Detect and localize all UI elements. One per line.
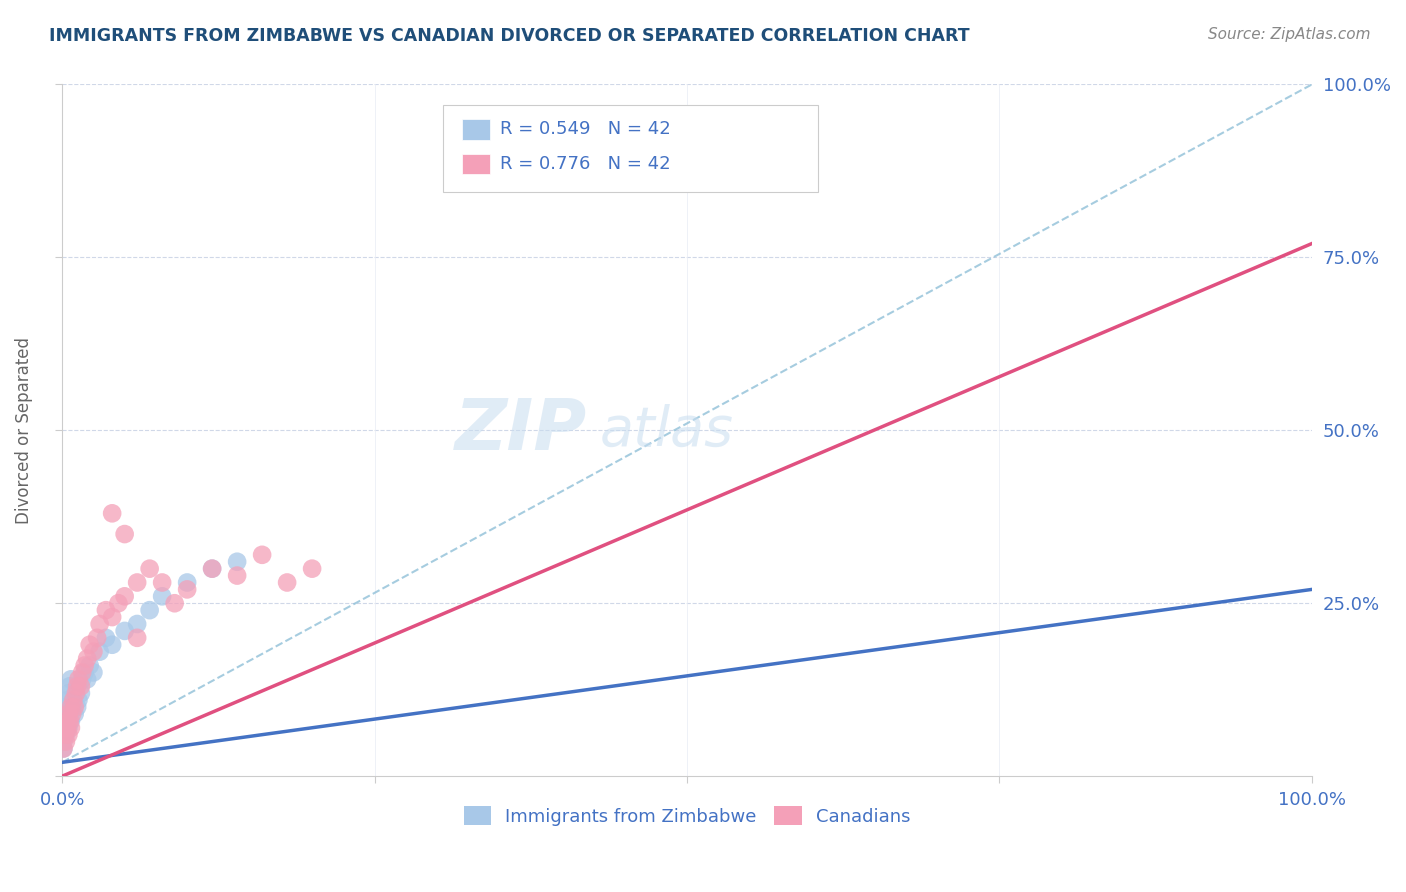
Point xyxy=(65,686,87,700)
Point xyxy=(114,527,136,541)
Point xyxy=(58,728,80,742)
Point xyxy=(55,721,77,735)
Point xyxy=(201,562,224,576)
Point xyxy=(82,665,104,680)
Point xyxy=(76,673,98,687)
Point xyxy=(59,679,82,693)
Point xyxy=(301,562,323,576)
Point xyxy=(79,658,101,673)
Point xyxy=(67,673,90,687)
Point xyxy=(276,575,298,590)
Point xyxy=(226,568,249,582)
Point xyxy=(73,665,96,680)
Point xyxy=(226,555,249,569)
Point xyxy=(114,624,136,638)
Point xyxy=(86,631,108,645)
Point xyxy=(89,617,111,632)
Point xyxy=(55,728,77,742)
Point xyxy=(55,714,77,728)
Point xyxy=(59,714,82,728)
Point xyxy=(66,679,89,693)
Point xyxy=(176,582,198,597)
Point xyxy=(176,575,198,590)
Text: ZIP: ZIP xyxy=(454,396,588,465)
Point xyxy=(66,700,89,714)
Text: Source: ZipAtlas.com: Source: ZipAtlas.com xyxy=(1208,27,1371,42)
Point xyxy=(55,714,77,728)
FancyBboxPatch shape xyxy=(443,105,818,192)
Point xyxy=(65,686,87,700)
Point xyxy=(58,706,80,721)
Point xyxy=(56,721,79,735)
Point xyxy=(58,721,80,735)
Point xyxy=(55,734,77,748)
Point xyxy=(127,631,149,645)
Point xyxy=(163,596,186,610)
Text: R = 0.549   N = 42: R = 0.549 N = 42 xyxy=(499,120,671,138)
Point xyxy=(101,506,124,520)
Text: R = 0.776   N = 42: R = 0.776 N = 42 xyxy=(499,155,671,173)
Point xyxy=(138,562,160,576)
Point xyxy=(63,700,86,714)
Point xyxy=(60,706,83,721)
Point xyxy=(52,734,75,748)
Point xyxy=(52,714,75,728)
Point xyxy=(67,693,90,707)
FancyBboxPatch shape xyxy=(463,119,489,140)
Point xyxy=(53,706,76,721)
Point xyxy=(56,693,79,707)
Point xyxy=(53,721,76,735)
Point xyxy=(52,741,75,756)
Point xyxy=(52,741,75,756)
Point xyxy=(59,721,82,735)
Point xyxy=(55,700,77,714)
Point xyxy=(114,590,136,604)
Point xyxy=(53,728,76,742)
Point xyxy=(58,686,80,700)
Point xyxy=(107,596,129,610)
Point xyxy=(60,700,83,714)
Point xyxy=(150,575,173,590)
Text: atlas: atlas xyxy=(599,404,734,457)
Point xyxy=(101,610,124,624)
Point xyxy=(70,679,93,693)
Point xyxy=(201,562,224,576)
Point xyxy=(82,645,104,659)
Point xyxy=(52,721,75,735)
Point xyxy=(150,590,173,604)
Point xyxy=(79,638,101,652)
Point xyxy=(62,693,84,707)
Point xyxy=(73,658,96,673)
Point xyxy=(127,617,149,632)
Point xyxy=(63,706,86,721)
Point xyxy=(59,700,82,714)
Point xyxy=(94,603,117,617)
Point xyxy=(53,728,76,742)
Point xyxy=(59,673,82,687)
Point xyxy=(52,728,75,742)
Point xyxy=(70,665,93,680)
Point xyxy=(94,631,117,645)
FancyBboxPatch shape xyxy=(463,153,489,174)
Point xyxy=(56,714,79,728)
Point xyxy=(59,714,82,728)
Legend: Immigrants from Zimbabwe, Canadians: Immigrants from Zimbabwe, Canadians xyxy=(457,799,918,833)
Point xyxy=(89,645,111,659)
Point xyxy=(56,721,79,735)
Point xyxy=(59,706,82,721)
Point xyxy=(70,673,93,687)
Text: IMMIGRANTS FROM ZIMBABWE VS CANADIAN DIVORCED OR SEPARATED CORRELATION CHART: IMMIGRANTS FROM ZIMBABWE VS CANADIAN DIV… xyxy=(49,27,970,45)
Point xyxy=(127,575,149,590)
Point xyxy=(76,651,98,665)
Point xyxy=(250,548,273,562)
Y-axis label: Divorced or Separated: Divorced or Separated xyxy=(15,337,32,524)
Point xyxy=(70,686,93,700)
Point xyxy=(62,693,84,707)
Point xyxy=(138,603,160,617)
Point xyxy=(101,638,124,652)
